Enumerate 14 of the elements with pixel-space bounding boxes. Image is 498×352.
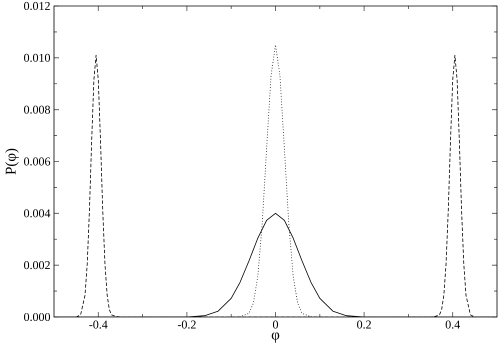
x-axis-title: φ xyxy=(272,332,280,343)
x-tick-label: 0.4 xyxy=(446,320,460,329)
y-axis-title: P(φ) xyxy=(5,148,19,175)
x-tick-label: 0 xyxy=(272,320,278,329)
x-tick-label: -0.4 xyxy=(89,320,108,329)
y-tick-label: 0.002 xyxy=(24,261,50,270)
y-tick-label: 0.008 xyxy=(24,106,50,114)
x-tick-label: -0.2 xyxy=(178,320,196,329)
y-tick-label: 0.000 xyxy=(24,312,50,322)
x-tick-label: 0.2 xyxy=(357,320,371,329)
y-tick-label: 0.012 xyxy=(24,2,50,10)
y-tick-label: 0.006 xyxy=(24,157,50,166)
y-tick-label: 0.010 xyxy=(24,54,50,62)
y-tick-label: 0.004 xyxy=(24,209,50,218)
